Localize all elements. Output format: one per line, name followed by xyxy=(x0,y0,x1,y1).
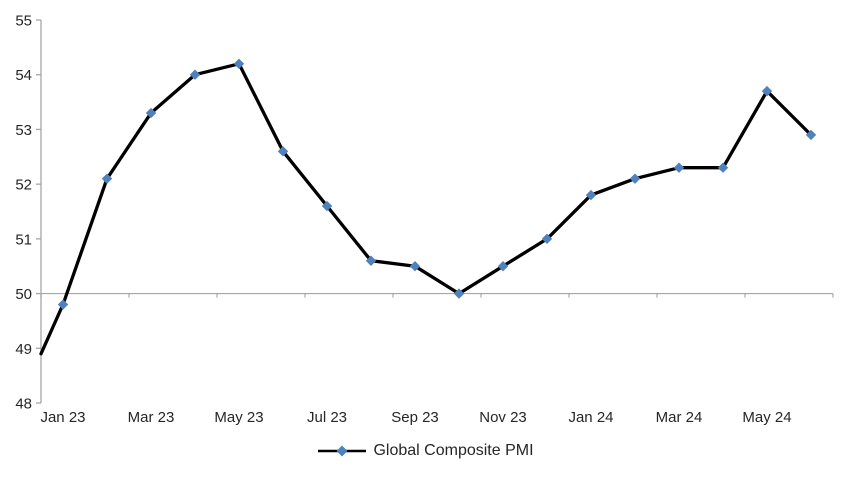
y-axis-tick-label: 48 xyxy=(15,396,32,413)
data-point-marker xyxy=(761,85,773,97)
legend-label: Global Composite PMI xyxy=(373,442,534,459)
data-point-marker xyxy=(805,129,817,141)
x-axis-tick-label: Jan 24 xyxy=(568,409,613,426)
x-axis-tick-label: Jan 23 xyxy=(40,409,85,426)
data-point-marker xyxy=(57,299,69,310)
data-point-marker xyxy=(101,173,113,184)
data-point-marker xyxy=(321,200,333,212)
data-point-marker xyxy=(585,189,597,201)
y-axis-tick-label: 53 xyxy=(15,122,32,139)
y-axis-tick-label: 52 xyxy=(15,177,32,194)
x-axis-tick-label: Mar 24 xyxy=(656,409,703,426)
x-axis-tick-label: Nov 23 xyxy=(479,409,527,426)
y-axis-tick-label: 55 xyxy=(15,13,32,30)
legend-diamond-icon xyxy=(336,445,348,457)
data-point-marker xyxy=(497,261,509,272)
y-axis-tick-label: 49 xyxy=(15,341,32,358)
data-point-marker xyxy=(409,261,421,272)
data-point-marker xyxy=(233,58,245,69)
data-point-marker xyxy=(541,233,553,245)
legend-line-diamond-icon xyxy=(318,445,367,457)
data-point-marker xyxy=(717,162,729,173)
y-axis-tick-label: 51 xyxy=(15,231,32,248)
x-axis-tick-label: Sep 23 xyxy=(391,409,439,426)
pmi-series-line xyxy=(39,62,813,356)
y-axis-tick-label: 50 xyxy=(15,286,32,303)
data-point-marker xyxy=(629,173,641,184)
x-axis-tick-label: Jul 23 xyxy=(307,409,347,426)
pmi-line-chart: 48 49 50 51 52 53 54 55 Jan 23 Mar 23 May 23 Jul 23… xyxy=(15,13,834,426)
x-axis-tick-label: May 23 xyxy=(214,409,263,426)
data-point-marker xyxy=(365,255,377,266)
data-point-marker xyxy=(189,69,201,80)
data-point-marker xyxy=(453,288,465,299)
y-axis-tick-label: 54 xyxy=(15,67,32,84)
data-point-marker xyxy=(673,162,685,173)
data-point-marker xyxy=(277,146,289,157)
data-point-marker xyxy=(145,107,157,119)
legend: Global Composite PMI xyxy=(0,440,852,462)
x-axis-tick-label: Mar 23 xyxy=(128,409,175,426)
x-axis-tick-label: May 24 xyxy=(742,409,791,426)
